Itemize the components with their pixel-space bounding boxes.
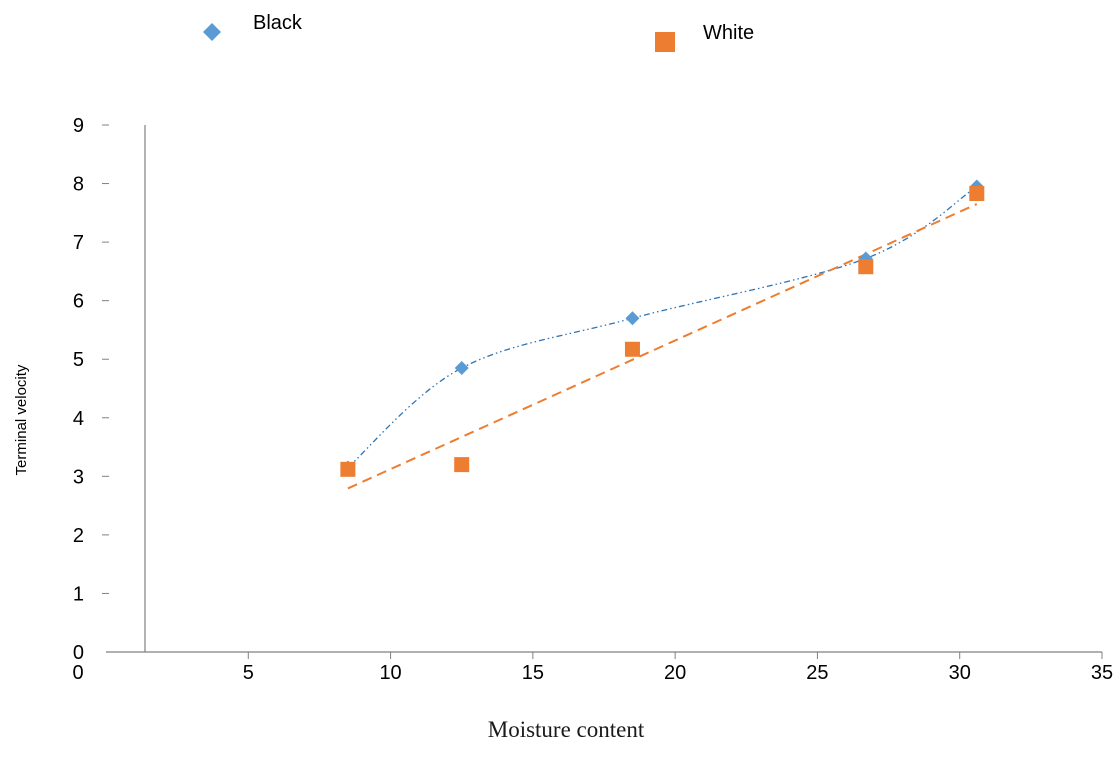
legend-label-white: White — [703, 22, 754, 44]
white-point — [858, 259, 874, 275]
black-trendline — [347, 185, 978, 469]
white-point — [340, 461, 356, 477]
black-point — [454, 361, 469, 376]
x-tick-label: 20 — [664, 662, 686, 684]
white-trendline — [347, 203, 978, 490]
legend-marker-white — [655, 32, 675, 52]
x-axis-label: Moisture content — [488, 717, 645, 742]
x-tick-label: 30 — [949, 662, 971, 684]
legend-marker-black — [203, 23, 221, 41]
x-tick-label: 5 — [243, 662, 254, 684]
y-tick-label: 7 — [73, 232, 84, 254]
chart-axes — [106, 125, 1102, 653]
black-point — [625, 311, 640, 326]
x-tick-label: 15 — [522, 662, 544, 684]
y-tick-label: 5 — [73, 349, 84, 371]
y-tick-label: 2 — [73, 525, 84, 547]
x-axis-ticks: 0 5 10 15 20 25 30 35 — [72, 652, 1113, 684]
y-tick-label: 1 — [73, 583, 84, 605]
y-axis-ticks: 0 1 2 3 4 5 6 7 8 9 — [73, 115, 109, 664]
x-tick-label: 25 — [806, 662, 828, 684]
white-point — [969, 186, 985, 202]
white-point — [624, 341, 640, 357]
y-tick-label: 9 — [73, 115, 84, 137]
trendlines — [347, 185, 978, 490]
y-tick-label: 0 — [73, 642, 84, 664]
y-tick-label: 3 — [73, 466, 84, 488]
white-point — [454, 457, 470, 473]
legend-label-black: Black — [253, 12, 303, 34]
y-axis-label: Terminal velocity — [13, 364, 30, 475]
x-tick-label: 35 — [1091, 662, 1113, 684]
data-points — [340, 179, 985, 477]
x-tick-label: 10 — [379, 662, 401, 684]
y-tick-label: 6 — [73, 291, 84, 313]
y-tick-label: 8 — [73, 174, 84, 196]
y-tick-label: 4 — [73, 408, 84, 430]
chart-legend: Black White — [203, 12, 754, 52]
x-tick-label: 0 — [72, 662, 83, 684]
